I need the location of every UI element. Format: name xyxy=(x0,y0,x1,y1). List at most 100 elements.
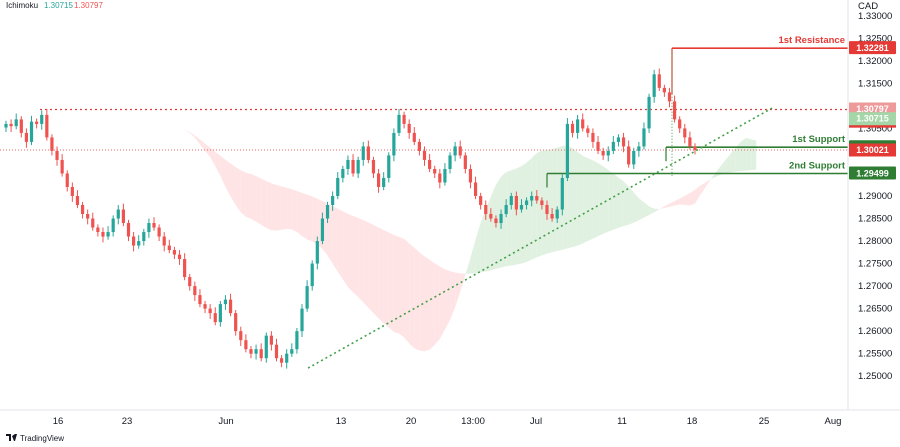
candle-body xyxy=(198,295,202,305)
cloud-segment xyxy=(455,272,461,308)
candle-body xyxy=(591,132,595,142)
candle-body xyxy=(494,218,498,224)
candle-body xyxy=(422,150,427,160)
y-tick-label: 1.28000 xyxy=(858,236,892,247)
candle-body xyxy=(540,200,544,205)
candle-body xyxy=(657,74,661,88)
cloud-segment xyxy=(439,266,445,339)
candle-body xyxy=(310,263,314,287)
ichimoku-cloud xyxy=(138,123,757,352)
candle-body xyxy=(50,137,54,151)
y-tick-label: 1.31500 xyxy=(858,78,892,89)
cloud-segment xyxy=(531,153,537,260)
candle-body xyxy=(183,259,187,278)
cloud-segment xyxy=(143,123,149,126)
cloud-segment xyxy=(230,163,236,205)
candle-body xyxy=(458,146,462,156)
x-tick-label: Jun xyxy=(218,416,233,427)
cloud-segment xyxy=(419,252,425,352)
cloud-segment xyxy=(695,185,701,204)
cloud-segment xyxy=(281,186,287,230)
candle-body xyxy=(101,232,105,237)
cloud-segment xyxy=(194,135,200,145)
candle-body xyxy=(254,349,258,354)
y-tick-label: 1.26000 xyxy=(858,326,892,337)
candle-body xyxy=(152,223,156,228)
cloud-segment xyxy=(720,159,726,175)
candle-body xyxy=(688,137,692,147)
candle-body xyxy=(443,168,447,183)
candle-body xyxy=(223,299,228,305)
level-label: 1st Resistance xyxy=(778,35,845,46)
candle-body xyxy=(239,331,243,341)
candle-body xyxy=(336,177,340,196)
cloud-segment xyxy=(199,139,206,151)
price-tag-label: 1.30715 xyxy=(856,114,889,124)
candle-body xyxy=(264,335,268,359)
candle-body xyxy=(91,218,95,228)
candle-body xyxy=(218,304,222,323)
cloud-segment xyxy=(266,181,272,231)
candle-body xyxy=(249,349,253,354)
cloud-segment xyxy=(511,168,517,266)
candle-body xyxy=(45,114,49,138)
candle-body xyxy=(632,150,636,165)
cloud-segment xyxy=(746,137,752,171)
candle-body xyxy=(142,232,146,242)
cloud-segment xyxy=(475,222,481,274)
tradingview-logo[interactable]: TradingView xyxy=(6,434,64,443)
cloud-segment xyxy=(261,178,267,228)
candle-body xyxy=(290,349,294,354)
candle-body xyxy=(259,349,263,359)
candle-body xyxy=(565,123,570,178)
candle-body xyxy=(433,168,437,174)
candle-body xyxy=(407,123,411,133)
candle-body xyxy=(524,200,529,205)
candle-body xyxy=(672,101,677,120)
candle-body xyxy=(499,214,503,224)
cloud-segment xyxy=(623,181,629,227)
candle-body xyxy=(642,128,646,147)
candle-body xyxy=(19,119,23,133)
cloud-segment xyxy=(271,183,277,231)
cloud-segment xyxy=(552,147,558,253)
candle-body xyxy=(555,209,559,219)
candle-body xyxy=(96,227,100,233)
cloud-segment xyxy=(302,192,308,240)
candle-body xyxy=(325,205,330,219)
cloud-segment xyxy=(684,193,690,206)
candle-body xyxy=(147,223,151,233)
cloud-segment xyxy=(164,127,170,128)
cloud-segment xyxy=(347,213,354,293)
candle-body xyxy=(295,331,299,350)
candle-body xyxy=(397,114,401,133)
level-price-tag xyxy=(849,166,896,180)
candle-body xyxy=(29,121,34,142)
candle-body xyxy=(382,177,386,187)
cloud-segment xyxy=(353,216,359,297)
cloud-segment xyxy=(398,236,405,338)
candle-body xyxy=(576,119,580,133)
cloud-segment xyxy=(582,155,588,244)
candle-body xyxy=(269,335,273,345)
candle-body xyxy=(356,159,360,174)
candle-body xyxy=(157,227,161,237)
cloud-segment xyxy=(286,187,292,230)
y-tick-label: 1.26500 xyxy=(858,304,892,315)
cloud-segment xyxy=(618,177,624,228)
candle-body xyxy=(341,168,345,178)
candle-body xyxy=(693,146,697,151)
candle-body xyxy=(463,155,467,169)
candle-body xyxy=(376,173,381,187)
legend: Ichimoku 1.30715 1.30797 xyxy=(6,1,103,10)
time-axis[interactable]: 16 23 Jun 13 20 13:00 Jul 11 18 25 Aug xyxy=(0,409,900,427)
candle-body xyxy=(121,209,125,224)
candle-body xyxy=(274,344,279,359)
cloud-segment xyxy=(444,269,451,330)
price-axis[interactable]: 1.25000 1.25500 1.26000 1.26500 1.27000 1.275… xyxy=(847,0,892,410)
candle-body xyxy=(637,146,641,151)
candle-body xyxy=(484,205,488,215)
cloud-segment xyxy=(225,159,231,197)
price-tag-label: 1.30021 xyxy=(856,145,889,155)
